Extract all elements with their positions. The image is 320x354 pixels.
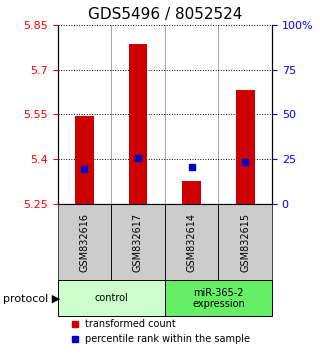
Text: GSM832614: GSM832614 (187, 213, 196, 272)
Text: transformed count: transformed count (85, 319, 176, 329)
Bar (129, 44, 148, 204)
Bar (182, 181, 201, 204)
Text: GSM832615: GSM832615 (240, 212, 250, 272)
Text: miR-365-2
expression: miR-365-2 expression (192, 287, 245, 309)
Text: control: control (94, 293, 128, 303)
Text: GSM832617: GSM832617 (133, 212, 143, 272)
FancyBboxPatch shape (165, 280, 272, 316)
Bar (75, 116, 94, 204)
Title: GDS5496 / 8052524: GDS5496 / 8052524 (88, 7, 242, 22)
FancyBboxPatch shape (111, 204, 165, 280)
Text: percentile rank within the sample: percentile rank within the sample (85, 334, 251, 344)
FancyBboxPatch shape (165, 204, 218, 280)
Bar (236, 90, 255, 204)
FancyBboxPatch shape (58, 204, 111, 280)
FancyBboxPatch shape (218, 204, 272, 280)
Text: protocol ▶: protocol ▶ (3, 294, 60, 304)
FancyBboxPatch shape (58, 280, 165, 316)
Text: GSM832616: GSM832616 (79, 213, 89, 272)
